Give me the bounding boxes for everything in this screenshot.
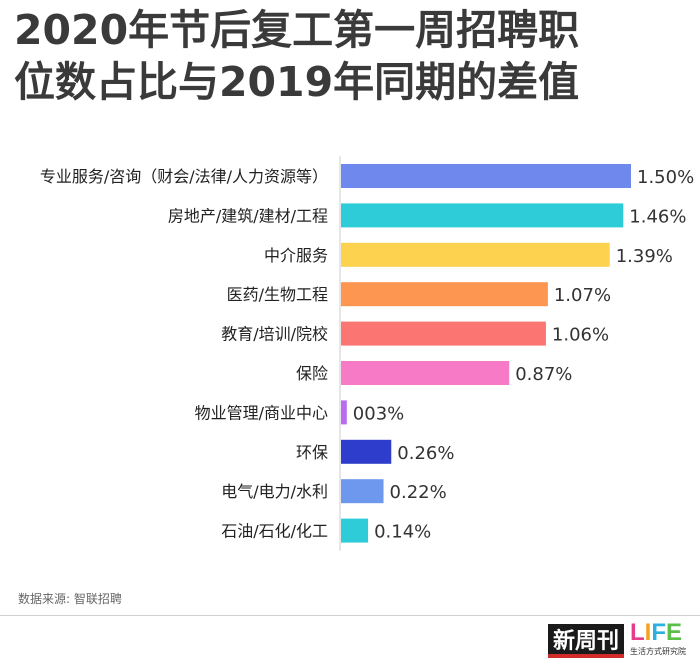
value-label: 1.06% xyxy=(552,325,609,346)
category-label: 电气/电力/水利 xyxy=(221,482,328,501)
footer-divider xyxy=(0,615,700,616)
category-label: 中介服务 xyxy=(264,246,328,265)
category-label: 保险 xyxy=(296,364,328,383)
chart-title: 2020年节后复工第一周招聘职 位数占比与2019年同期的差值 xyxy=(14,4,694,108)
value-label: 0.14% xyxy=(374,522,431,543)
value-label: 0.22% xyxy=(390,482,447,503)
life-logo-subtitle: 生活方式研究院 xyxy=(630,647,686,656)
value-label: 1.39% xyxy=(616,246,673,267)
bar xyxy=(341,321,546,346)
life-logo-text: LIFE xyxy=(630,619,683,646)
bar xyxy=(341,439,392,464)
title-line-2: 位数占比与2019年同期的差值 xyxy=(14,58,580,106)
value-label: 1.46% xyxy=(629,206,686,227)
category-label: 专业服务/咨询（财会/法律/人力资源等） xyxy=(40,167,328,186)
value-label: 0.26% xyxy=(397,443,454,464)
category-label: 医药/生物工程 xyxy=(227,285,328,304)
xinzhoukan-logo: 新周刊 xyxy=(548,624,624,658)
title-line-1: 2020年节后复工第一周招聘职 xyxy=(14,6,580,54)
value-label: 0.87% xyxy=(515,364,572,385)
bar xyxy=(341,164,631,188)
category-label: 教育/培训/院校 xyxy=(221,325,328,344)
bar xyxy=(341,203,624,228)
bar xyxy=(341,518,369,543)
bar xyxy=(341,361,510,385)
category-label: 石油/石化/化工 xyxy=(221,522,328,541)
bar xyxy=(341,282,548,307)
value-label: 1.07% xyxy=(554,285,611,306)
life-logo: LIFE 生活方式研究院 xyxy=(630,620,692,662)
bar-chart: 专业服务/咨询（财会/法律/人力资源等） 1.50% 房地产/建筑/建材/工程 1.4… xyxy=(40,156,694,551)
value-label: 1.50% xyxy=(637,167,694,188)
data-source: 数据来源: 智联招聘 xyxy=(18,592,122,606)
value-label: 003% xyxy=(353,403,404,424)
category-label: 房地产/建筑/建材/工程 xyxy=(168,206,328,225)
category-label: 物业管理/商业中心 xyxy=(195,403,328,422)
bar xyxy=(341,242,610,267)
category-label: 环保 xyxy=(296,443,328,462)
bar xyxy=(341,479,384,504)
bar xyxy=(341,400,347,425)
